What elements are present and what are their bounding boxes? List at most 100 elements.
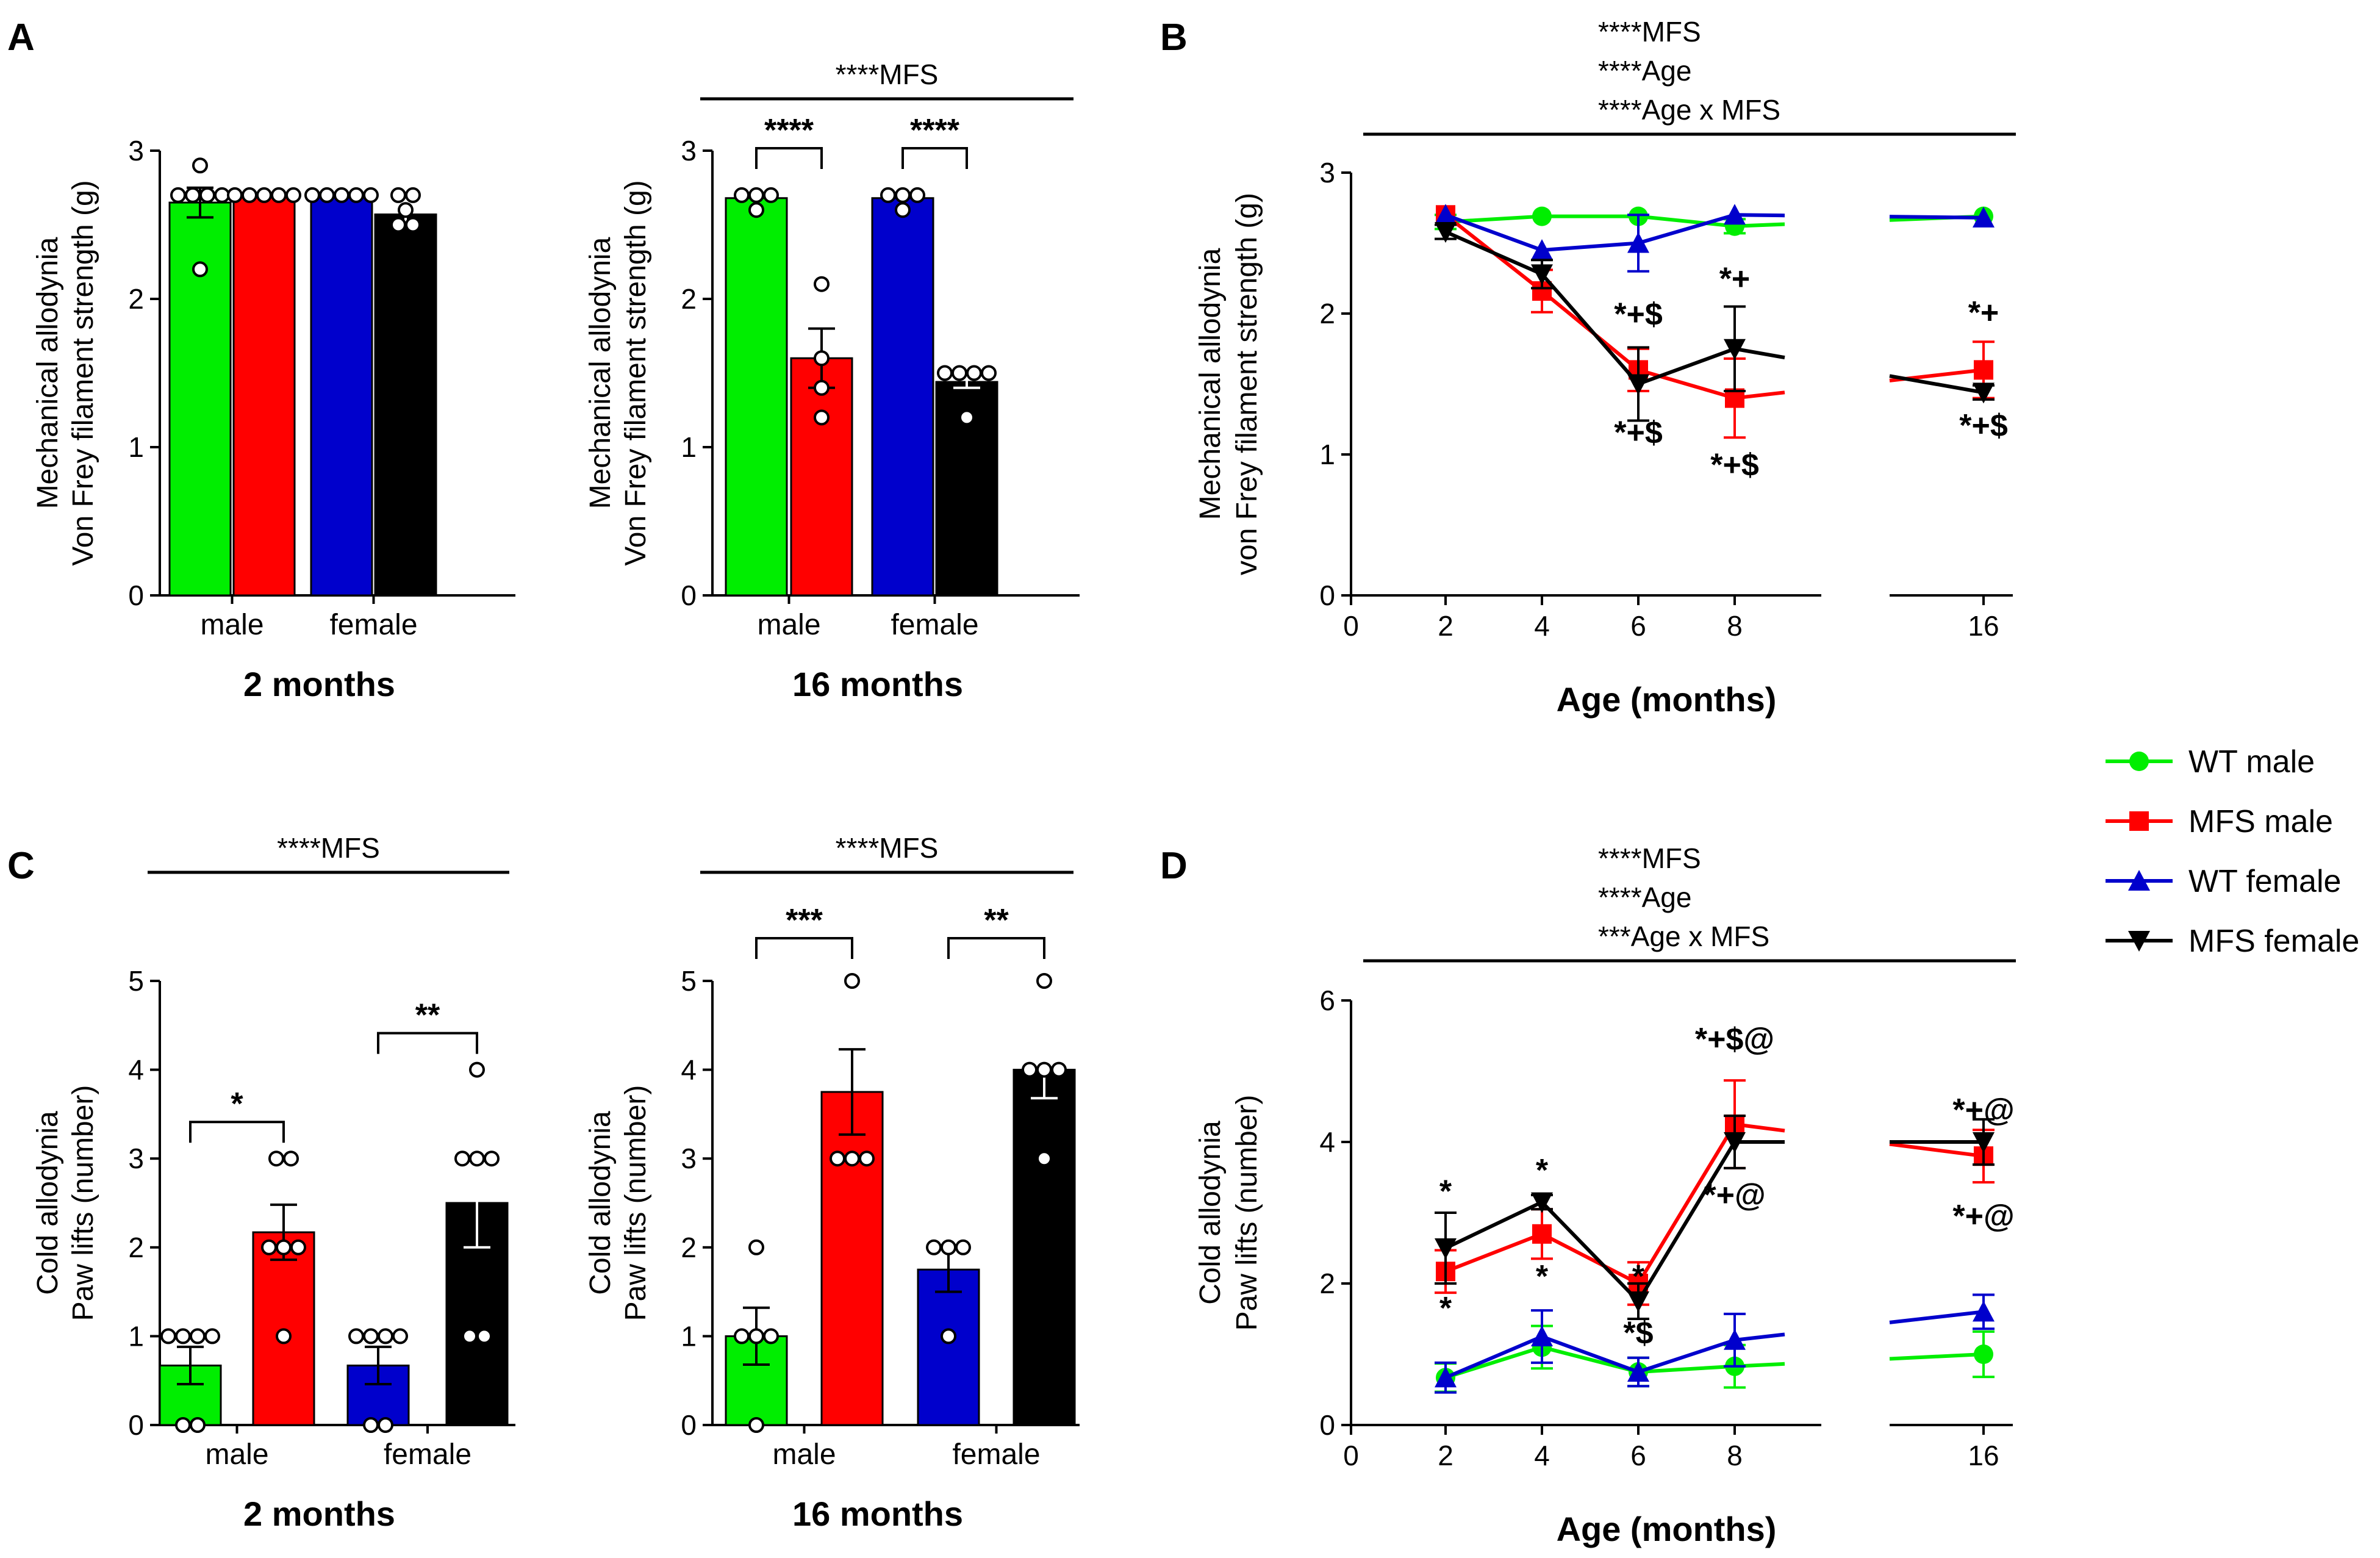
data-point (398, 202, 414, 218)
data-point (748, 1239, 764, 1255)
panel-a2: 0 1 2 3 Mechanical allodynia Von Frey filamen… (584, 59, 1080, 703)
marker-triangle-down (1973, 1132, 1995, 1153)
significance-label: *+$ (1959, 408, 2008, 443)
data-point (214, 187, 230, 203)
bar-mfs-male (820, 1091, 884, 1426)
significance-bracket (947, 937, 1045, 959)
y-axis-label: Cold allodynia (584, 1111, 617, 1295)
series-wt-female (1435, 1293, 1995, 1394)
y-tick-label: 0 (128, 580, 144, 611)
data-point (242, 187, 257, 203)
header-annotation: ****Age x MFS (1598, 94, 1780, 126)
data-point (190, 1328, 206, 1344)
data-point (1036, 1151, 1052, 1167)
data-point (926, 1239, 942, 1255)
y-axis-label: Cold allodynia (1194, 1121, 1227, 1305)
panel-letter: D (1160, 845, 1188, 887)
y-tick-label: 1 (681, 431, 697, 463)
data-point (363, 187, 379, 203)
y-tick-label: 3 (681, 1143, 697, 1174)
significance-label: *+@ (1704, 1177, 1765, 1213)
data-point (476, 1328, 492, 1344)
y-axis-label: Paw lifts (number) (67, 1085, 99, 1321)
header-annotation: ****MFS (1598, 16, 1701, 48)
header-annotation: ****Age (1598, 55, 1691, 87)
marker-circle (1974, 1344, 1993, 1364)
data-point (966, 365, 982, 381)
y-tick-label: 0 (681, 1409, 697, 1441)
series-line (1889, 374, 1984, 395)
significance-label: * (1439, 1174, 1452, 1210)
y-tick-label: 3 (128, 1143, 144, 1174)
data-point (909, 187, 925, 203)
legend-label: WT male (2188, 744, 2315, 780)
panel-d: 0 2 4 6 Cold allodynia Paw lifts (number) 0 2 4 6… (1160, 842, 2016, 1548)
marker-triangle-down (1531, 1192, 1553, 1213)
y-tick-label: 3 (1319, 157, 1335, 188)
marker-triangle-up (1724, 204, 1746, 225)
header-annotation: ***Age x MFS (1598, 921, 1769, 952)
marker-square (1532, 1224, 1552, 1244)
y-tick-label: 2 (681, 283, 697, 315)
legend: WT male MFS male WT female MFS female (2106, 744, 2359, 959)
series-line (1889, 1352, 1984, 1361)
bar-wt-male (725, 197, 788, 597)
x-axis-label: Age (months) (1557, 1510, 1777, 1548)
data-point (390, 187, 406, 203)
significance-bracket (189, 1121, 285, 1143)
data-point (276, 1239, 292, 1255)
data-point (941, 1328, 956, 1344)
significance-bracket (901, 147, 968, 169)
significance-label: *** (786, 903, 823, 938)
data-point (748, 187, 764, 203)
series-line (1889, 215, 1984, 220)
group-label: male (205, 1438, 268, 1471)
x-tick-label: 16 (1968, 1440, 1999, 1471)
y-tick-label: 2 (1319, 298, 1335, 329)
data-point (469, 1061, 485, 1078)
y-tick-label: 3 (681, 135, 697, 167)
significance-label: ** (415, 998, 440, 1033)
significance-label: * (1632, 1259, 1645, 1294)
data-point (378, 1328, 393, 1344)
data-point (895, 202, 911, 218)
panel-b: 0 1 2 3 Mechanical allodynia von Frey filamen… (1160, 16, 2016, 719)
marker-triangle-up (1724, 1329, 1746, 1350)
significance-bracket (755, 147, 823, 169)
legend-label: WT female (2188, 864, 2341, 899)
data-point (190, 1417, 206, 1433)
bar-mfs-female (1013, 1069, 1076, 1426)
series-mfs-male (1436, 205, 1995, 439)
y-tick-label: 0 (128, 1409, 144, 1441)
series-line (1889, 1142, 1984, 1158)
data-point (256, 187, 272, 203)
data-point (462, 1328, 478, 1344)
significance-label: *+$ (1614, 415, 1663, 451)
y-axis-label: Von Frey filament strength (g) (620, 180, 652, 565)
data-point (734, 187, 750, 203)
data-point (814, 379, 830, 396)
x-tick-label: 8 (1727, 1440, 1743, 1471)
significance-label: *+ (1968, 295, 1999, 331)
data-point (814, 276, 830, 292)
y-tick-label: 2 (681, 1232, 697, 1263)
data-point (1022, 1061, 1038, 1078)
legend-label: MFS female (2188, 924, 2359, 959)
group-label: male (757, 609, 820, 641)
series-wt-female (1435, 204, 1995, 273)
y-tick-label: 6 (1319, 985, 1335, 1016)
y-axis-label: Mechanical allodynia (584, 237, 617, 509)
data-point (363, 1417, 379, 1433)
group-label: male (200, 609, 263, 641)
data-point (830, 1151, 845, 1167)
y-tick-label: 5 (128, 965, 144, 997)
y-axis-label: Mechanical allodynia (1194, 248, 1227, 520)
series-wt-male (1435, 1324, 1995, 1393)
group-label: male (772, 1438, 836, 1471)
data-point (160, 1328, 176, 1344)
marker-triangle-down (1627, 374, 1649, 395)
significance-label: **** (910, 113, 960, 148)
marker-triangle-down (1724, 1132, 1746, 1153)
significance-label: *$ (1623, 1316, 1653, 1351)
group-label: female (384, 1438, 471, 1471)
